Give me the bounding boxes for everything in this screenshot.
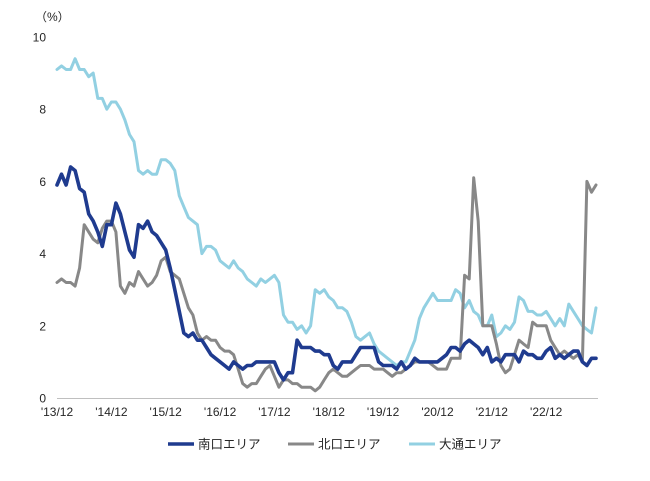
- x-tick-label: '18/12: [313, 405, 346, 419]
- y-axis: 0 2 4 6 8 10: [33, 31, 47, 406]
- x-tick-label: '15/12: [150, 405, 183, 419]
- x-tick-label: '14/12: [95, 405, 128, 419]
- y-tick-label: 4: [39, 247, 46, 261]
- y-tick-label: 6: [39, 175, 46, 189]
- x-axis: '13/12 '14/12 '15/12 '16/12 '17/12 '18/12 '19/…: [41, 398, 598, 419]
- series-line-1: [55, 165, 598, 382]
- plot-area: [55, 57, 598, 393]
- legend-item: 南口エリア: [168, 437, 261, 452]
- y-tick-label: 8: [39, 103, 46, 117]
- y-axis-unit-label: （%）: [35, 10, 70, 24]
- series-line-3: [55, 57, 598, 367]
- legend-label: 北口エリア: [318, 438, 381, 452]
- x-tick-label: '22/12: [530, 405, 563, 419]
- x-tick-label: '17/12: [258, 405, 291, 419]
- y-tick-label: 10: [33, 31, 47, 45]
- legend-item: 大通エリア: [409, 438, 502, 452]
- x-tick-label: '16/12: [204, 405, 237, 419]
- legend-item: 北口エリア: [288, 438, 381, 452]
- y-tick-label: 2: [39, 319, 46, 333]
- legend-label: 大通エリア: [439, 438, 502, 452]
- x-tick-label: '19/12: [367, 405, 400, 419]
- x-tick-label: '13/12: [41, 405, 74, 419]
- x-tick-label: '20/12: [421, 405, 454, 419]
- legend-label: 南口エリア: [198, 437, 261, 452]
- series-line-2: [55, 176, 598, 393]
- x-tick-label: '21/12: [476, 405, 509, 419]
- legend: 南口エリア 北口エリア 大通エリア: [168, 437, 502, 452]
- y-tick-label: 0: [39, 392, 46, 406]
